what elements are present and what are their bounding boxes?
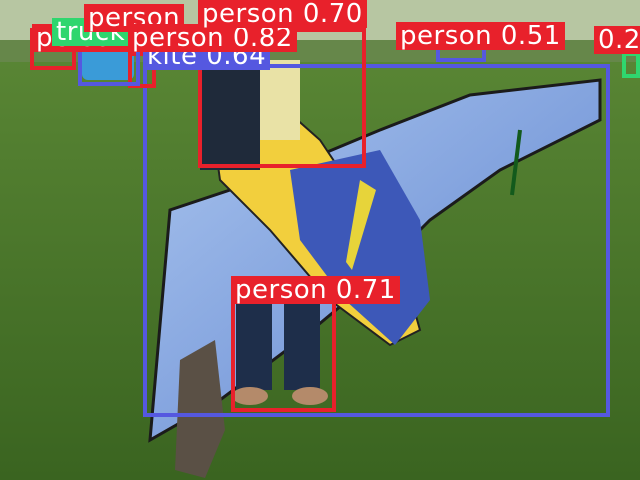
label-person-0-82: person 0.82 xyxy=(128,24,297,52)
foot-right xyxy=(292,387,328,405)
brown-bag xyxy=(175,340,225,478)
person-leg-right xyxy=(284,300,320,390)
blue-tent xyxy=(82,46,134,80)
person-torso xyxy=(200,60,260,170)
yellow-ribbon xyxy=(346,180,376,270)
bbox-person-0-71 xyxy=(231,300,336,412)
label-person-right-edge: 0.2 xyxy=(594,26,640,54)
label-person-0-51: person 0.51 xyxy=(396,22,565,50)
person-leg-left xyxy=(236,300,272,390)
label-person-0-70: person 0.70 xyxy=(198,0,367,28)
label-person-0-71: person 0.71 xyxy=(231,276,400,304)
bbox-person-0-82 xyxy=(128,52,156,88)
foot-left xyxy=(232,387,268,405)
kite-spar xyxy=(510,129,522,196)
person-shirt xyxy=(260,60,300,140)
bbox-kite xyxy=(143,64,610,417)
bbox-truck-right xyxy=(622,52,640,78)
